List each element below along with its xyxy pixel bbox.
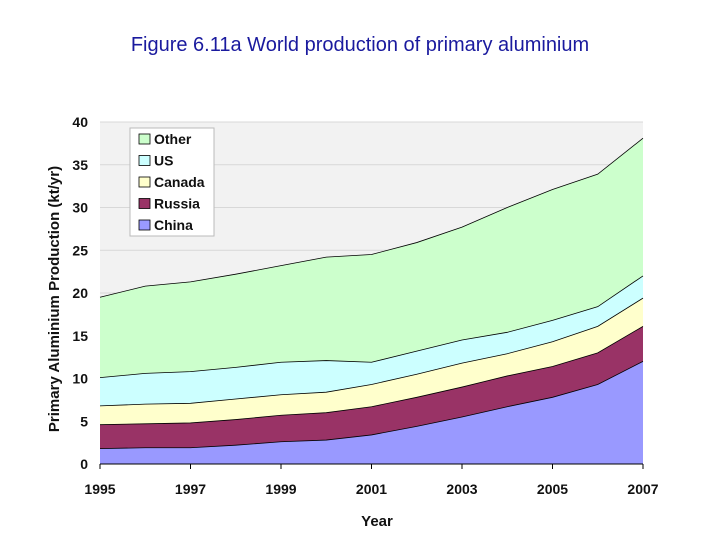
x-axis-label: Year <box>361 513 393 530</box>
x-tick-label: 1995 <box>84 481 115 497</box>
legend-swatch-us <box>139 156 150 166</box>
x-tick-label: 2001 <box>356 481 387 497</box>
legend: Other US Canada Russia China <box>130 128 214 236</box>
legend-label-russia: Russia <box>154 196 200 212</box>
y-tick-label: 35 <box>72 157 88 173</box>
y-tick-label: 20 <box>72 285 88 301</box>
x-tick-label: 2007 <box>627 481 658 497</box>
legend-swatch-canada <box>139 177 150 187</box>
y-axis-label: Primary Aluminium Production (kt/yr) <box>46 166 63 432</box>
legend-swatch-china <box>139 220 150 230</box>
x-tick-label: 1999 <box>265 481 296 497</box>
y-tick-label: 5 <box>80 413 88 429</box>
y-tick-label: 25 <box>72 242 88 258</box>
legend-swatch-other <box>139 134 150 144</box>
y-tick-label: 10 <box>72 371 88 387</box>
x-axis-ticks: 1995 1997 1999 2001 2003 2005 2007 <box>84 464 658 497</box>
x-tick-label: 1997 <box>175 481 206 497</box>
y-tick-label: 40 <box>72 114 88 130</box>
y-tick-label: 30 <box>72 200 88 216</box>
y-tick-label: 0 <box>80 456 88 472</box>
legend-swatch-russia <box>139 199 150 209</box>
x-tick-label: 2003 <box>446 481 477 497</box>
legend-label-us: US <box>154 153 173 169</box>
y-tick-label: 15 <box>72 328 88 344</box>
legend-label-china: China <box>154 217 193 233</box>
legend-label-canada: Canada <box>154 174 205 190</box>
stacked-area-chart: 0 5 10 15 20 25 30 35 40 1995 1997 1999 2001 2003 200… <box>0 0 720 540</box>
x-tick-label: 2005 <box>537 481 568 497</box>
legend-label-other: Other <box>154 131 192 147</box>
y-axis-ticks: 0 5 10 15 20 25 30 35 40 <box>72 114 88 472</box>
